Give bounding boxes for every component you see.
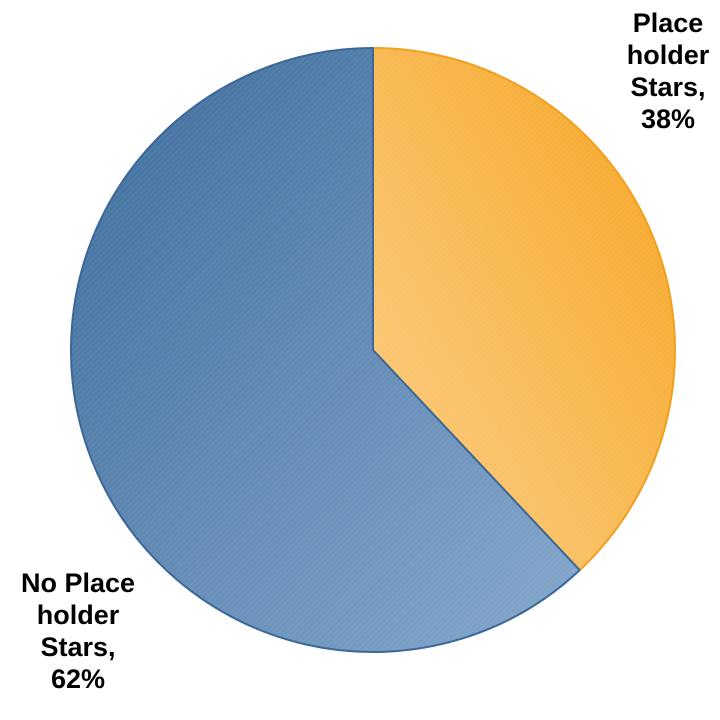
slice-label-line: Stars, — [630, 72, 705, 102]
slice-label-line: No Place — [21, 568, 135, 598]
pie-labels: Place holder Stars, 38%No Place holder Stars,… — [21, 8, 710, 694]
slice-label-line: Place — [633, 8, 704, 38]
slice-label-line: holder — [37, 600, 120, 630]
slice-label-place-holder-stars: Place holder Stars, 38% — [627, 8, 710, 134]
pie-slice-no-place-holder-stars-texture — [70, 48, 580, 653]
pie-slices — [69, 47, 676, 653]
slice-label-no-place-holder-stars: No Place holder Stars, 62% — [21, 568, 135, 694]
slice-label-line: Stars, — [40, 632, 115, 662]
slice-label-line: holder — [627, 40, 710, 70]
slice-label-line: 62% — [51, 664, 105, 694]
pie-slice-place-holder-stars-texture — [373, 48, 675, 571]
slice-label-line: 38% — [641, 104, 695, 134]
